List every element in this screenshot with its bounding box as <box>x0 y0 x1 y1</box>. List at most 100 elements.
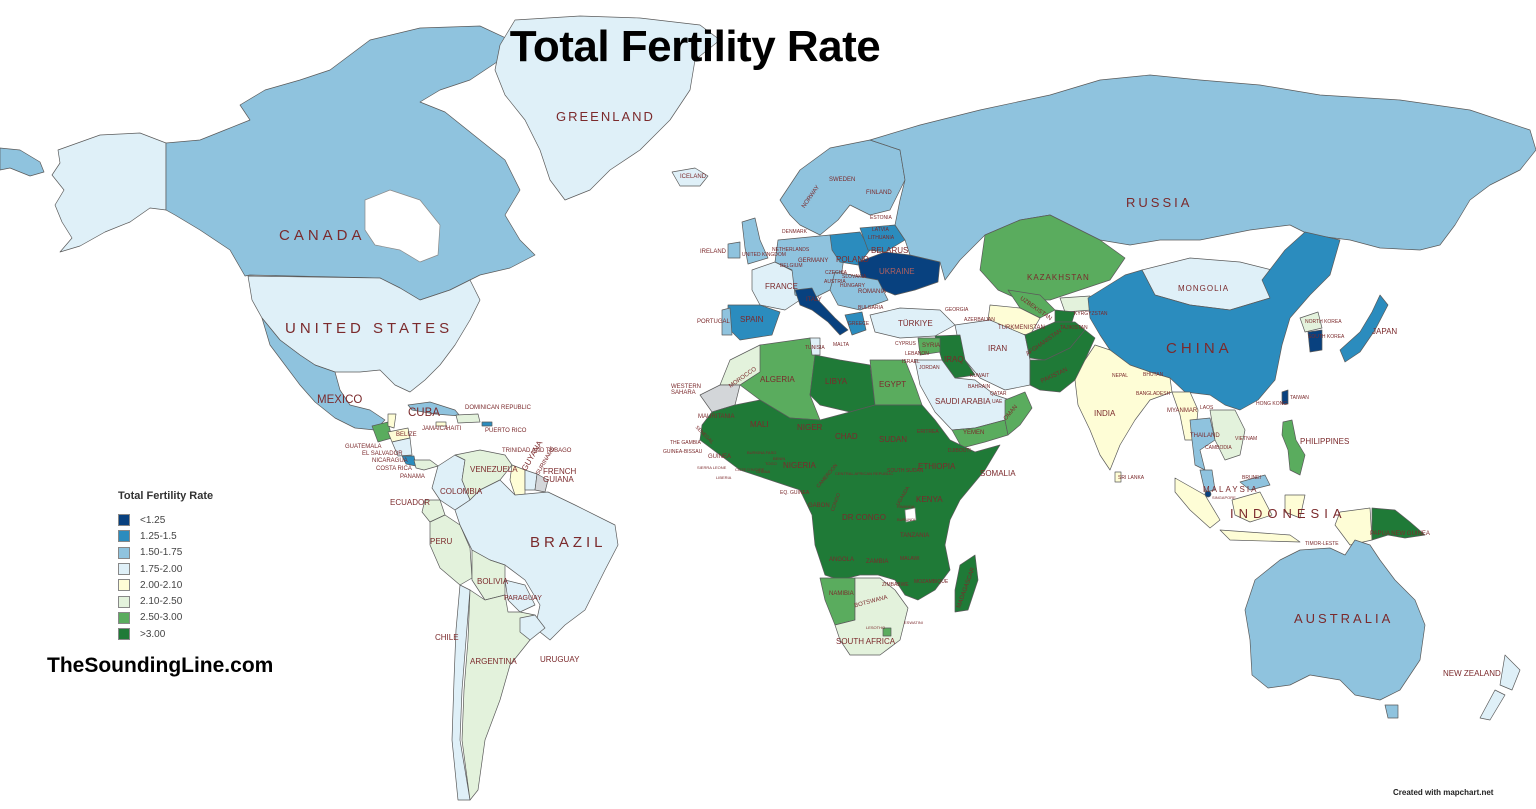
label-venezuela: VENEZUELA <box>470 465 518 474</box>
country-alaska[interactable] <box>51 132 167 253</box>
country-north-korea[interactable] <box>1299 311 1323 333</box>
country-russia[interactable] <box>869 74 1536 281</box>
country-poland[interactable] <box>829 231 871 266</box>
country-sahel[interactable] <box>699 399 1001 601</box>
country-sri-lanka[interactable] <box>1114 471 1122 483</box>
country-turkiye[interactable] <box>869 307 956 339</box>
country-united-kingdom[interactable] <box>741 217 769 265</box>
country-ireland[interactable] <box>727 241 741 259</box>
country-philippines[interactable] <box>1281 419 1306 476</box>
country-malaysia[interactable] <box>1199 469 1271 493</box>
label-libya: LIBYA <box>825 377 848 386</box>
label-hungary: HUNGARY <box>840 283 865 289</box>
label-djibouti: DJIBOUTI <box>948 448 971 454</box>
country-lesotho[interactable] <box>882 627 892 637</box>
label-panama: PANAMA <box>400 474 425 480</box>
country-thailand[interactable] <box>1189 417 1216 471</box>
label-el-salvador: EL SALVADOR <box>362 451 403 457</box>
label-french-guiana: FRENCH GUIANA <box>543 467 577 484</box>
label-united-kingdom: UNITED KINGDOM <box>742 252 786 258</box>
label-chile: CHILE <box>435 633 459 642</box>
label-lithuania: LITHUANIA <box>868 235 895 241</box>
country-egypt[interactable] <box>869 359 923 406</box>
label-zimbabwe: ZIMBABWE <box>882 582 909 588</box>
label-germany: GERMANY <box>798 258 829 264</box>
country-puerto-rico[interactable] <box>481 421 493 427</box>
country-japan[interactable] <box>1339 294 1389 363</box>
label-myanmar: MYANMAR <box>1167 408 1198 414</box>
country-tajikistan[interactable] <box>1054 309 1076 323</box>
country-kyrgyzstan[interactable] <box>1059 295 1093 313</box>
label-latvia: LATVIA <box>872 227 889 233</box>
country-new-zealand[interactable] <box>1479 654 1521 721</box>
country-panama[interactable] <box>413 459 439 471</box>
country-paraguay[interactable] <box>504 579 536 613</box>
label-greece: GREECE <box>848 321 870 327</box>
label-tunisia: TUNISIA <box>805 345 825 351</box>
country-norway-sweden-finland[interactable] <box>779 139 906 236</box>
label-mali: MALI <box>750 420 769 429</box>
country-italy[interactable] <box>794 287 849 336</box>
label-haiti: HAITI <box>446 426 462 432</box>
country-tasmania[interactable] <box>1384 704 1399 719</box>
country-madagascar[interactable] <box>954 554 979 613</box>
legend-label: 1.75-2.00 <box>140 563 183 575</box>
country-tunisia[interactable] <box>809 337 821 356</box>
country-jamaica[interactable] <box>435 421 447 427</box>
country-canada[interactable] <box>165 25 536 301</box>
country-india[interactable] <box>1074 344 1173 471</box>
country-western-sahara[interactable] <box>699 384 741 413</box>
country-greece[interactable] <box>844 311 867 336</box>
country-russia-chukotka[interactable] <box>0 147 45 177</box>
label-belize: BELIZE <box>396 432 417 438</box>
label-south-korea: SOUTH KOREA <box>1308 334 1345 340</box>
country-indonesia[interactable] <box>1174 477 1373 546</box>
country-namibia[interactable] <box>819 577 856 626</box>
country-uruguay[interactable] <box>519 614 546 641</box>
label-guatemala: GUATEMALA <box>345 444 382 450</box>
label-united-states: UNITED STATES <box>285 320 454 337</box>
country-belarus[interactable] <box>859 224 906 253</box>
country-argentina[interactable] <box>461 589 536 801</box>
label-russia: RUSSIA <box>1126 195 1193 210</box>
label-tanzania: TANZANIA <box>900 533 930 539</box>
label-mongolia: MONGOLIA <box>1178 284 1230 293</box>
country-romania-balkans[interactable] <box>829 271 889 311</box>
country-taiwan[interactable] <box>1281 389 1289 405</box>
country-uzbekistan[interactable] <box>1007 289 1056 319</box>
country-mexico[interactable] <box>261 317 386 431</box>
country-kazakhstan[interactable] <box>979 214 1126 301</box>
country-haiti-dr[interactable] <box>455 413 481 424</box>
label-austria: AUSTRIA <box>824 279 846 285</box>
label-japan: JAPAN <box>1372 327 1398 336</box>
credit-text: Created with mapchart.net <box>1393 788 1494 797</box>
country-belize[interactable] <box>387 413 397 429</box>
legend-swatch <box>118 514 130 527</box>
label-south-africa: SOUTH AFRICA <box>836 637 896 646</box>
country-syria[interactable] <box>917 337 941 356</box>
label-philippines: PHILIPPINES <box>1300 437 1350 446</box>
label-namibia: NAMIBIA <box>829 591 854 597</box>
label-mauritania: MAURITANIA <box>698 414 735 420</box>
legend-item: >3.00 <box>118 626 213 642</box>
label-ghana: GHANA <box>756 469 771 474</box>
label-the-gambia: THE GAMBIA <box>670 440 701 446</box>
country-greenland[interactable] <box>494 15 721 201</box>
country-australia[interactable] <box>1244 539 1426 701</box>
label-jordan: JORDAN <box>919 365 940 371</box>
country-oman[interactable] <box>1004 391 1033 436</box>
label-finland: FINLAND <box>866 190 892 196</box>
label-nicaragua: NICARAGUA <box>372 458 408 464</box>
country-portugal[interactable] <box>721 307 733 336</box>
country-south-korea[interactable] <box>1307 329 1323 353</box>
label-greenland: GREENLAND <box>556 109 655 124</box>
country-iceland[interactable] <box>671 167 709 187</box>
legend-label: 2.50-3.00 <box>140 612 183 624</box>
label-ukraine: UKRAINE <box>879 267 915 276</box>
label-chad: CHAD <box>835 432 858 441</box>
country-laos-cambodia-vietnam[interactable] <box>1209 409 1246 461</box>
label-azerbaijan: AZERBAIJAN <box>964 317 995 323</box>
country-papua-new-guinea[interactable] <box>1371 507 1426 541</box>
country-nicaragua[interactable] <box>391 437 413 457</box>
label-nigeria: NIGERIA <box>783 461 816 470</box>
